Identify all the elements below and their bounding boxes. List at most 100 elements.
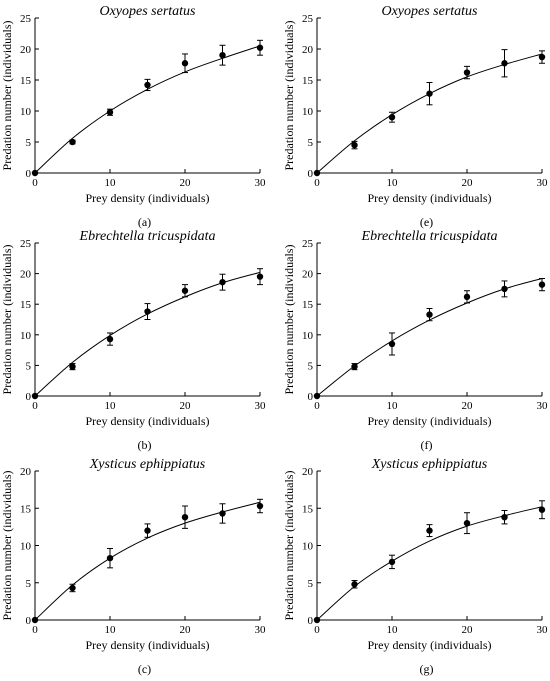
y-tick-label: 20 bbox=[20, 44, 32, 56]
data-point bbox=[426, 311, 433, 318]
data-point bbox=[69, 138, 76, 146]
x-tick-label: 20 bbox=[180, 177, 192, 189]
y-tick-label: 15 bbox=[20, 503, 32, 515]
data-point bbox=[463, 519, 471, 527]
y-tick-label: 15 bbox=[302, 503, 314, 515]
y-tick-label: 15 bbox=[20, 299, 32, 311]
panel-label: (e) bbox=[420, 215, 433, 229]
data-point bbox=[144, 308, 151, 315]
panel-c: 0 5 10 15 20 0 10 20 30 Xysticus ephippiatus Prey … bbox=[0, 457, 266, 676]
y-tick-label: 10 bbox=[20, 106, 32, 118]
panel-a: 0 5 10 15 20 25 0 10 20 30 Oxyopes sertatus Prey de… bbox=[0, 4, 266, 229]
y-tick-label: 20 bbox=[20, 269, 32, 281]
x-tick-label: 0 bbox=[314, 400, 320, 412]
y-tick-label: 15 bbox=[302, 75, 314, 87]
panel-label: (b) bbox=[138, 438, 152, 452]
data-point bbox=[538, 281, 546, 288]
x-axis-label: Prey density (individuals) bbox=[368, 191, 492, 205]
data-point bbox=[313, 616, 321, 624]
y-tick-label: 5 bbox=[26, 578, 32, 590]
data-point bbox=[69, 584, 76, 592]
x-tick-label: 0 bbox=[314, 624, 320, 636]
data-point bbox=[181, 513, 189, 521]
panel-e: 0 5 10 15 20 25 0 10 20 30 Oxyopes sertatus Prey de… bbox=[282, 4, 548, 229]
data-point bbox=[538, 53, 546, 61]
data-point bbox=[106, 554, 114, 562]
chart-title: Xysticus ephippiatus bbox=[89, 457, 206, 472]
x-tick-label: 10 bbox=[105, 400, 117, 412]
x-tick-label: 20 bbox=[462, 624, 474, 636]
data-point bbox=[388, 114, 396, 121]
data-point bbox=[256, 44, 264, 51]
y-axis-label: Predation number (individuals) bbox=[282, 245, 296, 395]
data-point bbox=[426, 527, 433, 534]
panel-f: 0 5 10 15 20 25 0 10 20 30 Ebrechtella tricuspidat… bbox=[282, 229, 548, 452]
data-point bbox=[181, 60, 189, 67]
chart-title: Oxyopes sertatus bbox=[381, 4, 478, 19]
data-point bbox=[106, 335, 114, 343]
data-point bbox=[219, 510, 226, 517]
y-tick-label: 5 bbox=[26, 137, 32, 149]
panel-label: (a) bbox=[138, 215, 151, 229]
y-tick-label: 15 bbox=[302, 299, 314, 311]
y-tick-label: 25 bbox=[302, 238, 314, 250]
data-point bbox=[426, 90, 433, 97]
y-tick-label: 5 bbox=[308, 137, 314, 149]
data-point bbox=[463, 293, 471, 301]
data-point bbox=[31, 392, 39, 400]
panel-g: 0 5 10 15 20 0 10 20 30 Xysticus ephippiatus Prey … bbox=[282, 457, 548, 676]
data-point bbox=[388, 558, 396, 566]
y-axis-label: Predation number (individuals) bbox=[0, 245, 14, 395]
data-point bbox=[463, 69, 471, 76]
x-tick-label: 30 bbox=[255, 177, 267, 189]
fit-curve bbox=[34, 45, 261, 174]
x-tick-label: 10 bbox=[387, 177, 399, 189]
x-tick-label: 20 bbox=[462, 177, 474, 189]
x-tick-label: 30 bbox=[537, 400, 549, 412]
y-tick-label: 25 bbox=[302, 13, 314, 25]
data-point bbox=[219, 52, 226, 59]
data-point bbox=[31, 169, 39, 177]
y-tick-label: 0 bbox=[308, 168, 314, 180]
data-point bbox=[144, 527, 151, 534]
x-axis-label: Prey density (individuals) bbox=[368, 414, 492, 428]
x-tick-label: 10 bbox=[105, 177, 117, 189]
data-point bbox=[313, 169, 321, 177]
y-tick-label: 10 bbox=[302, 541, 314, 553]
y-tick-label: 10 bbox=[20, 541, 32, 553]
x-tick-label: 10 bbox=[105, 624, 117, 636]
panel-b: 0 5 10 15 20 25 0 10 20 30 Ebrechtella tricuspidat… bbox=[0, 229, 266, 452]
panel-label: (f) bbox=[421, 438, 433, 452]
y-tick-label: 5 bbox=[26, 360, 32, 372]
x-tick-label: 30 bbox=[255, 400, 267, 412]
y-axis-label: Predation number (individuals) bbox=[0, 21, 14, 171]
y-tick-label: 20 bbox=[302, 466, 314, 478]
y-tick-label: 10 bbox=[302, 330, 314, 342]
panel-label: (c) bbox=[138, 662, 151, 676]
fit-curve bbox=[316, 278, 543, 397]
data-point bbox=[256, 273, 264, 280]
y-tick-label: 10 bbox=[20, 330, 32, 342]
data-point bbox=[501, 60, 508, 67]
chart-title: Ebrechtella tricuspidata bbox=[79, 229, 216, 244]
y-axis-label: Predation number (individuals) bbox=[282, 471, 296, 621]
x-tick-label: 20 bbox=[180, 400, 192, 412]
x-tick-label: 20 bbox=[180, 624, 192, 636]
data-point bbox=[313, 392, 321, 400]
y-tick-label: 5 bbox=[308, 360, 314, 372]
y-tick-label: 0 bbox=[26, 168, 32, 180]
y-tick-label: 20 bbox=[302, 269, 314, 281]
panel-label: (g) bbox=[420, 662, 434, 676]
y-tick-label: 20 bbox=[302, 44, 314, 56]
data-point bbox=[219, 278, 226, 286]
x-tick-label: 0 bbox=[314, 177, 320, 189]
y-tick-label: 25 bbox=[20, 13, 32, 25]
x-axis-label: Prey density (individuals) bbox=[86, 638, 210, 652]
y-tick-label: 0 bbox=[26, 391, 32, 403]
fit-curve bbox=[316, 506, 543, 621]
fit-curve bbox=[34, 271, 261, 397]
fit-curve bbox=[316, 53, 543, 174]
y-axis-label: Predation number (individuals) bbox=[282, 21, 296, 171]
x-tick-label: 0 bbox=[32, 400, 38, 412]
